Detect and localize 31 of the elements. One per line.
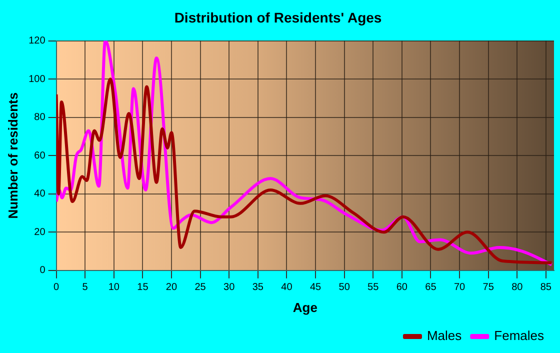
x-tick-label: 25 bbox=[194, 282, 206, 294]
legend-label: Males bbox=[426, 328, 462, 344]
x-tick-label: 40 bbox=[281, 282, 293, 294]
x-tick-label: 80 bbox=[512, 282, 524, 294]
y-tick-label: 20 bbox=[34, 226, 46, 238]
y-tick-label: 120 bbox=[28, 36, 46, 47]
x-tick-label: 10 bbox=[108, 282, 120, 294]
y-tick-label: 0 bbox=[40, 265, 46, 276]
x-tick-label: 45 bbox=[310, 282, 322, 294]
x-tick-label: 20 bbox=[166, 282, 178, 294]
x-tick-label: 65 bbox=[425, 282, 437, 294]
x-tick-label: 5 bbox=[82, 282, 88, 294]
y-axis-title: Number of residents bbox=[5, 92, 20, 219]
chart-title: Distribution of Residents' Ages bbox=[174, 9, 382, 26]
x-tick-label: 50 bbox=[338, 282, 350, 294]
legend-label: Females bbox=[494, 328, 544, 344]
x-tick-label: 85 bbox=[540, 282, 552, 294]
y-tick-label: 80 bbox=[34, 112, 46, 124]
x-tick-label: 30 bbox=[224, 282, 236, 294]
x-tick-label: 55 bbox=[368, 282, 380, 294]
y-tick-label: 60 bbox=[34, 150, 46, 162]
line-series bbox=[56, 78, 554, 264]
x-tick-label: 70 bbox=[454, 282, 466, 294]
x-axis-title: Age bbox=[292, 300, 318, 315]
x-tick-label: 0 bbox=[54, 282, 60, 294]
y-tick-label: 40 bbox=[34, 188, 46, 200]
x-tick-label: 75 bbox=[482, 282, 494, 294]
x-tick-label: 35 bbox=[252, 282, 264, 294]
x-tick-label: 60 bbox=[396, 282, 408, 294]
y-tick-label: 100 bbox=[28, 74, 46, 85]
x-tick-label: 15 bbox=[137, 282, 149, 294]
